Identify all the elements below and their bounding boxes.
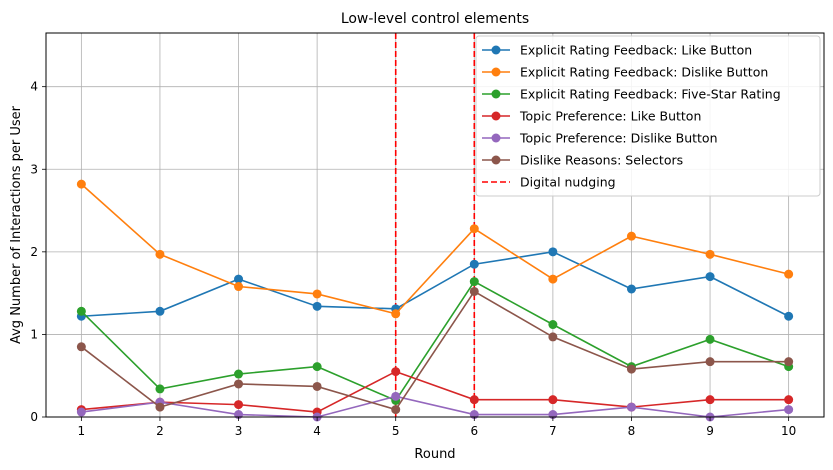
data-point [312,289,322,299]
series-line [80,280,789,402]
x-tick-label: 10 [781,424,796,438]
data-point [234,379,244,389]
data-point [469,259,479,269]
plot-frame [45,32,825,418]
data-point [391,367,401,377]
legend-label: Topic Preference: Dislike Button [519,131,718,146]
data-point [548,247,558,257]
data-point [234,369,244,379]
series-line [80,183,789,315]
series-6 [76,286,794,415]
series-line [81,370,789,413]
data-point [76,179,86,189]
legend-label: Dislike Reasons: Selectors [520,153,683,168]
series-2 [76,179,794,319]
data-point [784,311,794,321]
x-tick-label: 3 [235,424,243,438]
legend-label: Explicit Rating Feedback: Like Button [520,43,752,58]
y-tick-label: 1 [30,327,38,341]
series-1 [76,247,794,321]
data-point [391,309,401,319]
legend-label: Explicit Rating Feedback: Dislike Button [520,65,768,80]
legend-label: Topic Preference: Like Button [519,109,701,124]
data-point [312,301,322,311]
x-tick-label: 2 [156,424,164,438]
series-line [80,290,789,411]
data-point [312,362,322,372]
series-group [76,179,794,422]
y-axis-ticks: 0 1 2 3 4 [30,80,46,424]
x-tick-label: 6 [470,424,478,438]
x-axis-ticks: 1 2 3 4 5 6 7 8 9 10 [78,417,796,438]
data-point [548,332,558,342]
series-line [81,395,789,418]
data-point [548,395,558,405]
y-tick-label: 0 [30,410,38,424]
legend-label: Digital nudging [520,175,616,190]
data-point [705,357,715,367]
series-4 [76,367,794,417]
data-point [76,306,86,316]
data-point [705,395,715,405]
legend-marker [491,111,501,121]
x-tick-label: 1 [78,424,86,438]
data-point [312,381,322,391]
nudging-lines [394,33,476,417]
data-point [155,249,165,259]
x-tick-label: 5 [392,424,400,438]
data-point [76,342,86,352]
data-point [234,400,244,410]
data-point [626,231,636,241]
data-point [76,407,86,417]
data-point [469,277,479,287]
x-tick-label: 9 [706,424,714,438]
data-point [784,357,794,367]
legend-marker [491,89,501,99]
data-point [784,395,794,405]
x-tick-label: 7 [549,424,557,438]
data-point [626,402,636,412]
data-point [548,274,558,284]
data-point [234,274,244,284]
legend-label: Explicit Rating Feedback: Five-Star Rati… [520,87,781,102]
data-point [391,405,401,415]
data-point [469,224,479,234]
y-tick-label: 2 [30,245,38,259]
data-point [234,282,244,292]
data-point [705,272,715,282]
data-point [469,286,479,296]
data-point [784,405,794,415]
series-5 [76,391,794,422]
legend: Explicit Rating Feedback: Like Button Exp… [475,35,821,197]
data-point [155,306,165,316]
data-point [626,284,636,294]
x-tick-label: 4 [313,424,321,438]
series-line [81,251,789,318]
data-point [548,320,558,330]
data-point [705,249,715,259]
legend-marker [491,67,501,77]
legend-marker [491,133,501,143]
data-point [784,269,794,279]
legend-marker [491,45,501,55]
x-tick-label: 8 [628,424,636,438]
y-tick-label: 3 [30,162,38,176]
y-axis-label: Avg Number of Interactions per User [9,105,24,344]
legend-box [475,35,821,197]
data-point [705,334,715,344]
data-point [469,395,479,405]
y-tick-label: 4 [30,80,38,94]
legend-marker [491,155,501,165]
data-point [155,402,165,412]
data-point [626,364,636,374]
chart-title: Low-level control elements [341,11,529,27]
data-point [391,391,401,401]
x-axis-label: Round [414,447,455,462]
data-point [155,384,165,394]
